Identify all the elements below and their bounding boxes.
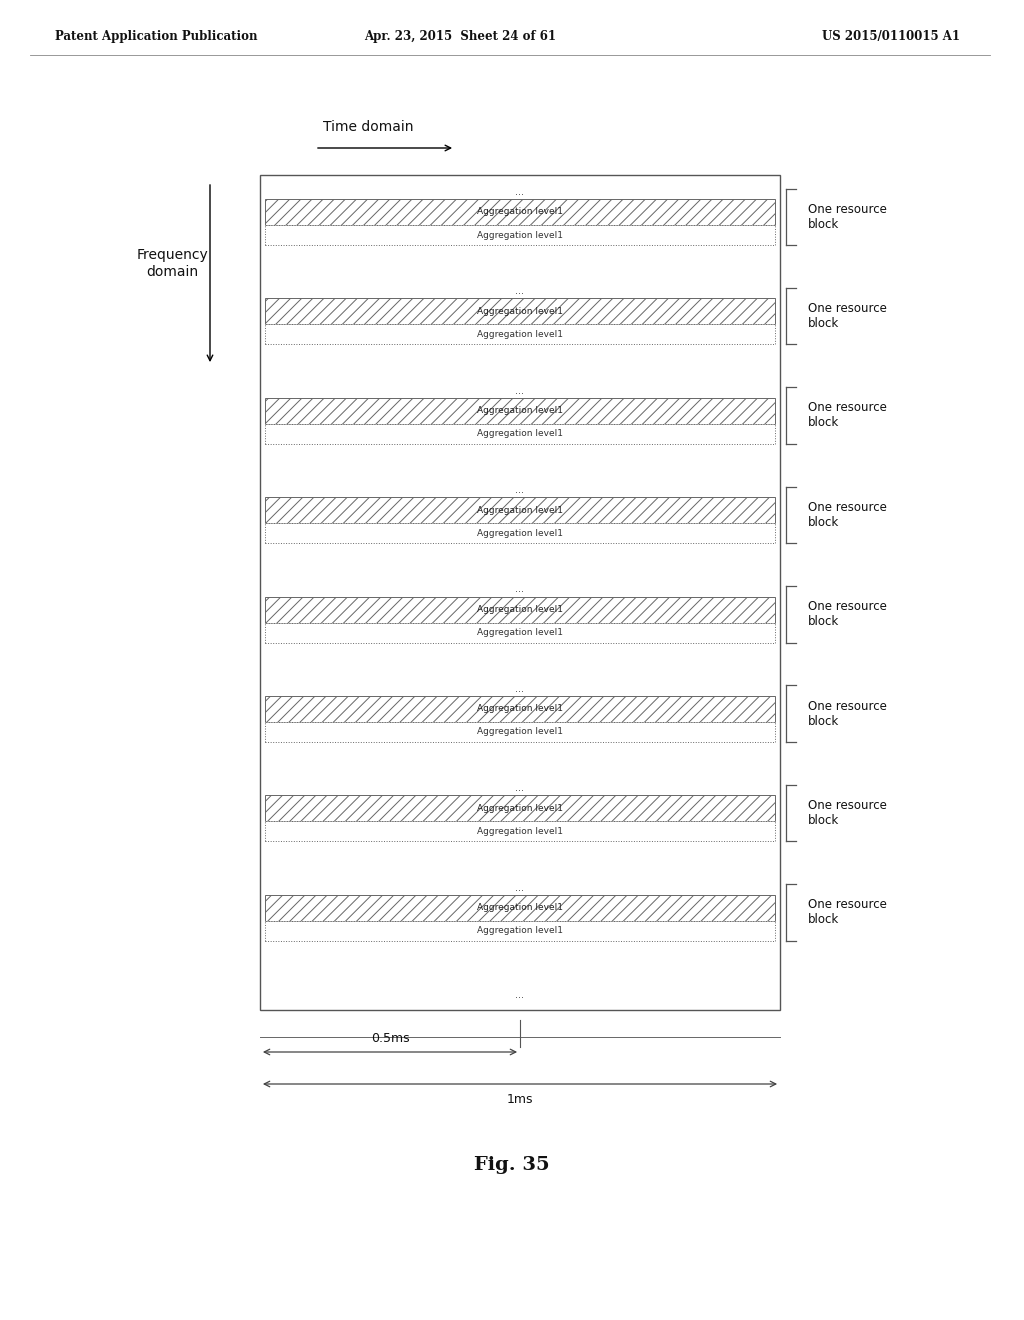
- Text: Fig. 35: Fig. 35: [474, 1156, 550, 1173]
- Text: One resource
block: One resource block: [808, 401, 887, 429]
- Text: Aggregation level1: Aggregation level1: [477, 207, 563, 216]
- Text: US 2015/0110015 A1: US 2015/0110015 A1: [822, 30, 961, 44]
- Text: ...: ...: [515, 990, 524, 1001]
- Bar: [265, 623, 775, 643]
- Text: ...: ...: [515, 385, 524, 396]
- Text: Frequency
domain: Frequency domain: [136, 248, 208, 279]
- Text: Aggregation level1: Aggregation level1: [477, 306, 563, 315]
- Bar: [265, 795, 775, 821]
- Text: Aggregation level1: Aggregation level1: [477, 231, 563, 239]
- Text: ...: ...: [515, 883, 524, 892]
- Text: Apr. 23, 2015  Sheet 24 of 61: Apr. 23, 2015 Sheet 24 of 61: [364, 30, 556, 44]
- Text: Aggregation level1: Aggregation level1: [477, 506, 563, 515]
- Text: Patent Application Publication: Patent Application Publication: [55, 30, 257, 44]
- Bar: [265, 821, 775, 841]
- Text: ...: ...: [515, 187, 524, 197]
- Bar: [265, 597, 775, 623]
- Text: Aggregation level1: Aggregation level1: [477, 927, 563, 935]
- Text: ...: ...: [515, 684, 524, 694]
- Bar: [260, 176, 780, 1010]
- Bar: [265, 424, 775, 444]
- Text: ...: ...: [515, 783, 524, 793]
- Text: One resource
block: One resource block: [808, 899, 887, 927]
- Text: ...: ...: [515, 286, 524, 297]
- Text: One resource
block: One resource block: [808, 700, 887, 727]
- Text: Time domain: Time domain: [323, 120, 414, 135]
- Bar: [265, 498, 775, 523]
- Bar: [265, 224, 775, 246]
- Text: 1ms: 1ms: [507, 1093, 534, 1106]
- Text: One resource
block: One resource block: [808, 799, 887, 828]
- Text: One resource
block: One resource block: [808, 601, 887, 628]
- Text: Aggregation level1: Aggregation level1: [477, 903, 563, 912]
- Text: One resource
block: One resource block: [808, 203, 887, 231]
- Bar: [265, 895, 775, 920]
- Bar: [265, 199, 775, 224]
- Text: One resource
block: One resource block: [808, 500, 887, 529]
- Text: Aggregation level1: Aggregation level1: [477, 407, 563, 416]
- Bar: [265, 722, 775, 742]
- Bar: [265, 920, 775, 941]
- Bar: [265, 696, 775, 722]
- Bar: [265, 397, 775, 424]
- Bar: [265, 298, 775, 325]
- Text: Aggregation level1: Aggregation level1: [477, 826, 563, 836]
- Text: Aggregation level1: Aggregation level1: [477, 628, 563, 638]
- Text: 0.5ms: 0.5ms: [371, 1032, 410, 1045]
- Text: Aggregation level1: Aggregation level1: [477, 528, 563, 537]
- Text: Aggregation level1: Aggregation level1: [477, 605, 563, 614]
- Text: ...: ...: [515, 486, 524, 495]
- Text: One resource
block: One resource block: [808, 302, 887, 330]
- Text: Aggregation level1: Aggregation level1: [477, 705, 563, 713]
- Bar: [265, 523, 775, 543]
- Text: ...: ...: [515, 585, 524, 594]
- Bar: [265, 325, 775, 345]
- Text: Aggregation level1: Aggregation level1: [477, 429, 563, 438]
- Text: Aggregation level1: Aggregation level1: [477, 727, 563, 737]
- Text: Aggregation level1: Aggregation level1: [477, 804, 563, 813]
- Text: Aggregation level1: Aggregation level1: [477, 330, 563, 339]
